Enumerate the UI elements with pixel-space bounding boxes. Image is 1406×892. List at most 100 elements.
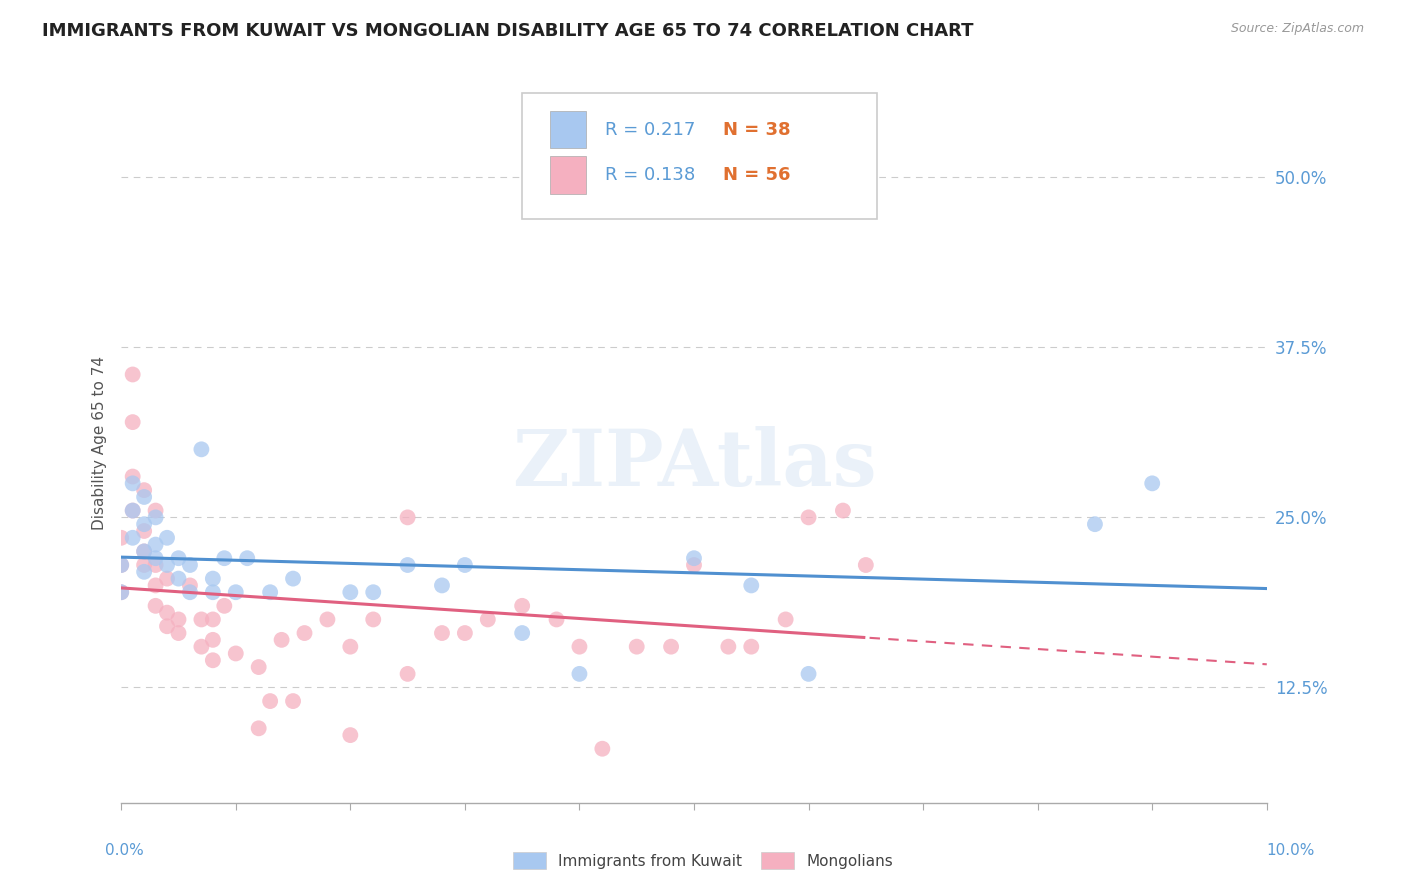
Point <box>430 578 453 592</box>
Point <box>190 640 212 654</box>
Point <box>121 503 143 517</box>
Point <box>591 741 613 756</box>
Point <box>134 565 156 579</box>
Point <box>201 653 224 667</box>
Point <box>510 599 533 613</box>
Point <box>121 503 143 517</box>
Point <box>225 647 247 661</box>
Point <box>145 558 167 572</box>
Point <box>454 558 477 572</box>
Point <box>281 694 304 708</box>
Point <box>396 558 419 572</box>
Text: IMMIGRANTS FROM KUWAIT VS MONGOLIAN DISABILITY AGE 65 TO 74 CORRELATION CHART: IMMIGRANTS FROM KUWAIT VS MONGOLIAN DISA… <box>42 22 974 40</box>
Point <box>179 578 201 592</box>
Point <box>339 728 361 742</box>
Text: R = 0.138: R = 0.138 <box>605 166 695 184</box>
Point <box>201 572 224 586</box>
Point <box>110 558 132 572</box>
Point <box>396 666 419 681</box>
Text: 0.0%: 0.0% <box>105 843 145 858</box>
Point <box>134 524 156 538</box>
Point <box>775 612 797 626</box>
Point <box>145 538 167 552</box>
Point <box>134 483 156 498</box>
Y-axis label: Disability Age 65 to 74: Disability Age 65 to 74 <box>93 356 107 530</box>
Point <box>110 531 132 545</box>
Point <box>659 640 682 654</box>
Text: Source: ZipAtlas.com: Source: ZipAtlas.com <box>1230 22 1364 36</box>
Point <box>1084 517 1107 532</box>
Point <box>110 558 132 572</box>
Point <box>156 606 179 620</box>
Point <box>156 572 179 586</box>
Point <box>270 632 292 647</box>
Point <box>134 544 156 558</box>
Point <box>740 640 762 654</box>
Point <box>145 510 167 524</box>
Point <box>316 612 339 626</box>
Point <box>145 578 167 592</box>
FancyBboxPatch shape <box>550 111 586 148</box>
Point <box>190 612 212 626</box>
Point <box>134 558 156 572</box>
Point <box>201 612 224 626</box>
Point <box>121 368 143 382</box>
Point <box>546 612 568 626</box>
Point <box>156 558 179 572</box>
Point <box>121 531 143 545</box>
Point <box>361 585 384 599</box>
Point <box>134 544 156 558</box>
Point <box>294 626 316 640</box>
Point <box>145 599 167 613</box>
Point <box>339 640 361 654</box>
FancyBboxPatch shape <box>550 156 586 194</box>
Point <box>156 619 179 633</box>
Point <box>396 510 419 524</box>
Point <box>225 585 247 599</box>
Point <box>454 626 477 640</box>
Point <box>361 612 384 626</box>
Point <box>339 585 361 599</box>
Text: ZIPAtlas: ZIPAtlas <box>512 426 876 502</box>
Point <box>626 640 648 654</box>
Point <box>568 666 591 681</box>
Point <box>281 572 304 586</box>
Point <box>167 572 190 586</box>
Point <box>683 558 706 572</box>
Point <box>201 632 224 647</box>
Point <box>145 503 167 517</box>
Point <box>121 476 143 491</box>
Point <box>797 510 820 524</box>
Point <box>832 503 855 517</box>
Point <box>167 626 190 640</box>
Point <box>179 558 201 572</box>
Text: N = 56: N = 56 <box>723 166 790 184</box>
Point <box>121 415 143 429</box>
Point <box>717 640 740 654</box>
Point <box>121 469 143 483</box>
Point <box>110 585 132 599</box>
Point <box>236 551 259 566</box>
Point <box>568 640 591 654</box>
FancyBboxPatch shape <box>522 93 877 219</box>
Point <box>110 585 132 599</box>
Legend: Immigrants from Kuwait, Mongolians: Immigrants from Kuwait, Mongolians <box>506 846 900 875</box>
Point <box>167 612 190 626</box>
Point <box>683 551 706 566</box>
Point <box>201 585 224 599</box>
Point <box>179 585 201 599</box>
Point <box>214 599 236 613</box>
Point <box>214 551 236 566</box>
Point <box>156 531 179 545</box>
Text: R = 0.217: R = 0.217 <box>605 120 695 138</box>
Point <box>247 721 270 735</box>
Point <box>797 666 820 681</box>
Point <box>259 585 281 599</box>
Point <box>740 578 762 592</box>
Text: N = 38: N = 38 <box>723 120 790 138</box>
Point <box>134 517 156 532</box>
Point <box>134 490 156 504</box>
Point <box>510 626 533 640</box>
Point <box>477 612 499 626</box>
Point <box>259 694 281 708</box>
